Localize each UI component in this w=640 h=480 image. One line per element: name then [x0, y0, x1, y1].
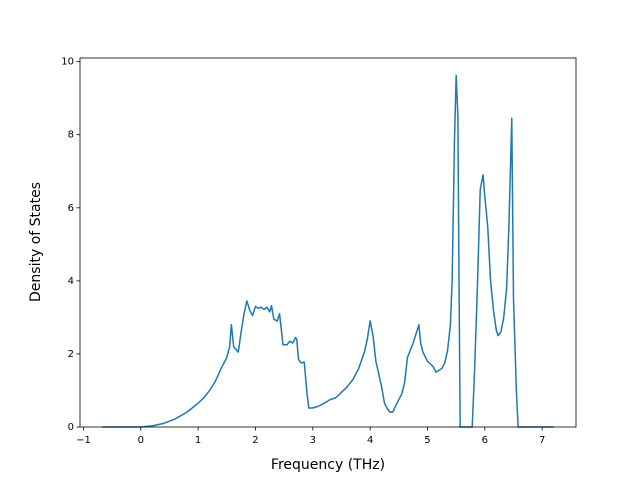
y-tick-label: 0: [68, 422, 74, 433]
x-tick-label: 5: [424, 435, 430, 446]
x-tick-label: 7: [539, 435, 545, 446]
y-tick-label: 4: [68, 276, 74, 287]
x-tick-label: 0: [138, 435, 144, 446]
x-tick-label: −1: [76, 435, 91, 446]
x-axis-label: Frequency (THz): [271, 457, 385, 473]
x-tick-label: 6: [482, 435, 488, 446]
x-tick-label: 1: [195, 435, 201, 446]
line: [102, 74, 554, 428]
y-tick-label: 6: [68, 203, 74, 214]
y-tick-label: 8: [68, 130, 74, 141]
x-tick-label: 4: [367, 435, 373, 446]
y-axis-label: Density of States: [28, 182, 44, 302]
x-tick-label: 2: [252, 435, 258, 446]
y-tick-label: 10: [61, 57, 74, 68]
y-tick-label: 2: [68, 349, 74, 360]
plot-frame: [79, 57, 577, 428]
x-tick-label: 3: [310, 435, 316, 446]
